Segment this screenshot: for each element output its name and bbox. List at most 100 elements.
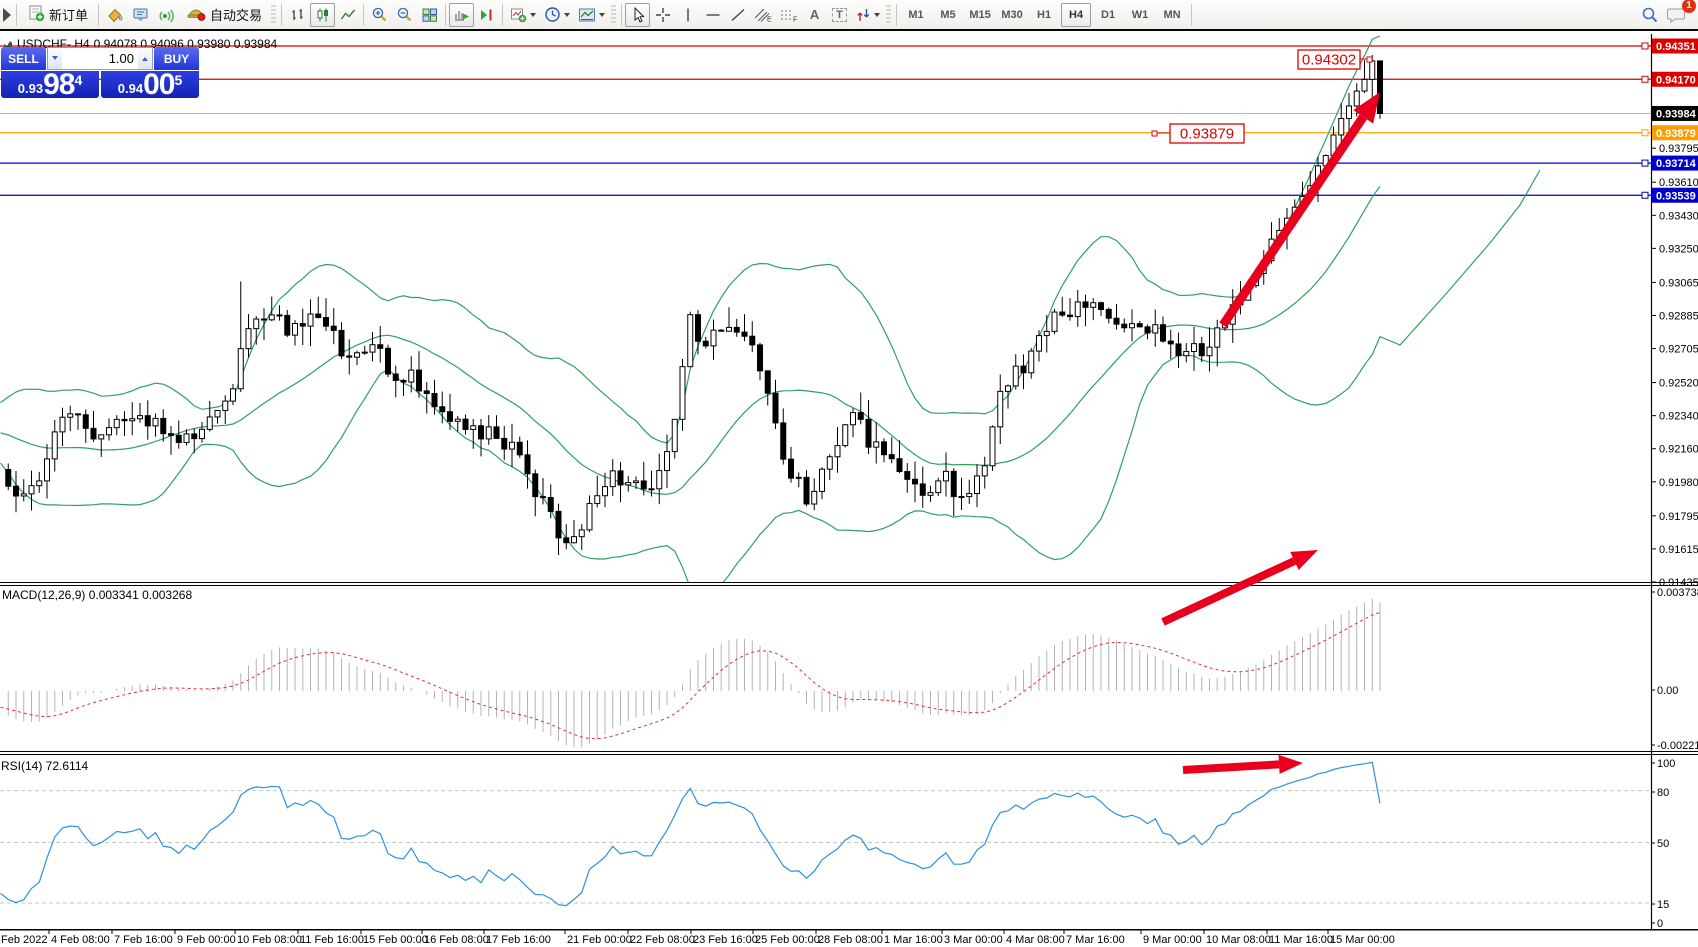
text-button[interactable]: A (802, 3, 827, 27)
macd-axis-tick: -0.002215 (1657, 740, 1698, 752)
price-annotation-box[interactable] (1297, 49, 1361, 70)
candle-up (44, 458, 50, 482)
tf-w1-button[interactable]: W1 (1131, 8, 1149, 21)
cursor-button[interactable] (625, 2, 651, 27)
tf-m1-button[interactable]: M1 (908, 8, 924, 21)
price-axis-tick: 0.93610 (1659, 177, 1698, 189)
tf-m30-button[interactable]: M30 (1001, 8, 1023, 21)
indicators-button[interactable] (506, 3, 540, 27)
candle-down (547, 497, 554, 512)
candle-up (67, 413, 74, 418)
line-handle[interactable] (1641, 75, 1649, 83)
text-label-button[interactable]: T (827, 3, 852, 27)
pane-separator[interactable] (0, 585, 1698, 586)
candle-down (1136, 323, 1143, 328)
buy-price-display[interactable]: 0.94 00 5 (101, 70, 199, 100)
new-order-button[interactable]: 新订单 (20, 3, 95, 27)
pane-separator[interactable] (0, 754, 1698, 755)
sell-price-big: 98 (43, 68, 75, 101)
price-annotation-text: 0.94302 (1302, 52, 1356, 69)
price-axis-badge-text: 0.93984 (1656, 108, 1697, 120)
price-annotation-box[interactable] (1169, 123, 1245, 144)
tf-m15-button[interactable]: M15 (969, 8, 991, 21)
candle-down (478, 425, 484, 440)
trend-arrow-head[interactable] (1290, 550, 1318, 571)
tf-h4-button[interactable]: H4 (1061, 2, 1092, 27)
horizontal-line-button[interactable] (700, 3, 725, 27)
arrows-button[interactable] (852, 3, 884, 27)
candle-down (144, 415, 151, 427)
autotrade-icon (187, 5, 206, 24)
price-axis-tick: 0.91435 (1659, 577, 1698, 589)
volume-input[interactable]: 1.00 (108, 51, 134, 66)
signals-button[interactable] (154, 3, 180, 27)
time-axis-label: 10 Feb 08:00 (237, 934, 302, 946)
candlestick-chart-button[interactable] (310, 2, 336, 27)
chart-shift-button[interactable] (474, 3, 499, 27)
time-axis-label: 15 Feb 00:00 (363, 934, 428, 946)
workspace-button[interactable] (128, 3, 154, 27)
fibonacci-button[interactable]: F (776, 3, 802, 27)
candle-up (1152, 324, 1159, 334)
price-axis-tick: 0.91615 (1659, 544, 1698, 556)
price-axis-badge-text: 0.93879 (1656, 128, 1696, 140)
volume-down-button[interactable] (48, 48, 62, 69)
trend-arrow-head[interactable] (1278, 754, 1303, 774)
tf-d1-button[interactable]: D1 (1101, 8, 1116, 21)
templates-button[interactable] (574, 3, 609, 27)
auto-scroll-button[interactable] (449, 2, 475, 27)
annotation-anchor[interactable] (1366, 56, 1373, 63)
styles-button[interactable] (102, 3, 128, 27)
volume-up-button[interactable] (138, 48, 152, 69)
sell-button[interactable]: SELL (1, 47, 46, 70)
time-axis-label: 11 Feb 16:00 (300, 934, 364, 946)
vertical-line-button[interactable] (675, 3, 700, 27)
bar-chart-button[interactable] (285, 3, 310, 27)
time-axis-label: 22 Feb 08:00 (630, 934, 695, 946)
tf-h1-button[interactable]: H1 (1037, 8, 1052, 21)
autotrade-button[interactable]: 自动交易 (180, 3, 269, 27)
candle-up (1353, 90, 1360, 107)
trend-arrow[interactable] (1161, 557, 1297, 626)
tf-m5-button[interactable]: M5 (940, 8, 956, 21)
candle-up (106, 427, 112, 436)
candle-up (292, 323, 298, 336)
search-button[interactable] (1637, 3, 1663, 27)
zoom-out-button[interactable] (392, 3, 417, 27)
annotation-anchor[interactable] (1151, 130, 1158, 137)
candle-up (129, 418, 136, 422)
line-chart-button[interactable] (335, 3, 360, 27)
price-axis-tick: 0.92705 (1659, 344, 1698, 356)
candle-up (648, 488, 655, 491)
pane-separator[interactable] (0, 929, 1698, 931)
candle-up (268, 314, 275, 321)
candle-up (826, 456, 833, 470)
tf-mn-button[interactable]: MN (1163, 8, 1181, 21)
monitor-icon (133, 8, 148, 20)
candle-down (865, 418, 872, 448)
trendline-button[interactable] (725, 3, 750, 27)
crosshair-button[interactable] (650, 3, 675, 27)
line-handle[interactable] (1641, 42, 1649, 50)
line-handle[interactable] (1641, 191, 1649, 199)
tile-windows-button[interactable] (417, 3, 442, 27)
candle-up (408, 369, 415, 383)
time-axis-label: 15 Mar 00:00 (1330, 934, 1395, 946)
line-handle[interactable] (1641, 129, 1649, 137)
buy-button[interactable]: BUY (154, 47, 199, 70)
equidistant-channel-button[interactable]: E (750, 3, 776, 27)
line-handle[interactable] (1641, 159, 1649, 167)
trend-arrow-head[interactable] (1353, 92, 1380, 124)
sell-price-display[interactable]: 0.93 98 4 (1, 68, 99, 101)
trend-arrow[interactable] (1182, 760, 1280, 774)
trend-arrow[interactable] (1219, 114, 1367, 328)
price-axis-tick: 0.93795 (1659, 143, 1698, 155)
periods-button[interactable] (540, 3, 574, 27)
zoom-in-button[interactable] (367, 3, 392, 27)
pane-separator[interactable] (0, 751, 1698, 752)
pane-separator[interactable] (0, 582, 1698, 583)
candle-down (788, 458, 794, 479)
buy-price-pip: 5 (174, 72, 183, 88)
chat-button[interactable]: 1 (1663, 0, 1696, 27)
